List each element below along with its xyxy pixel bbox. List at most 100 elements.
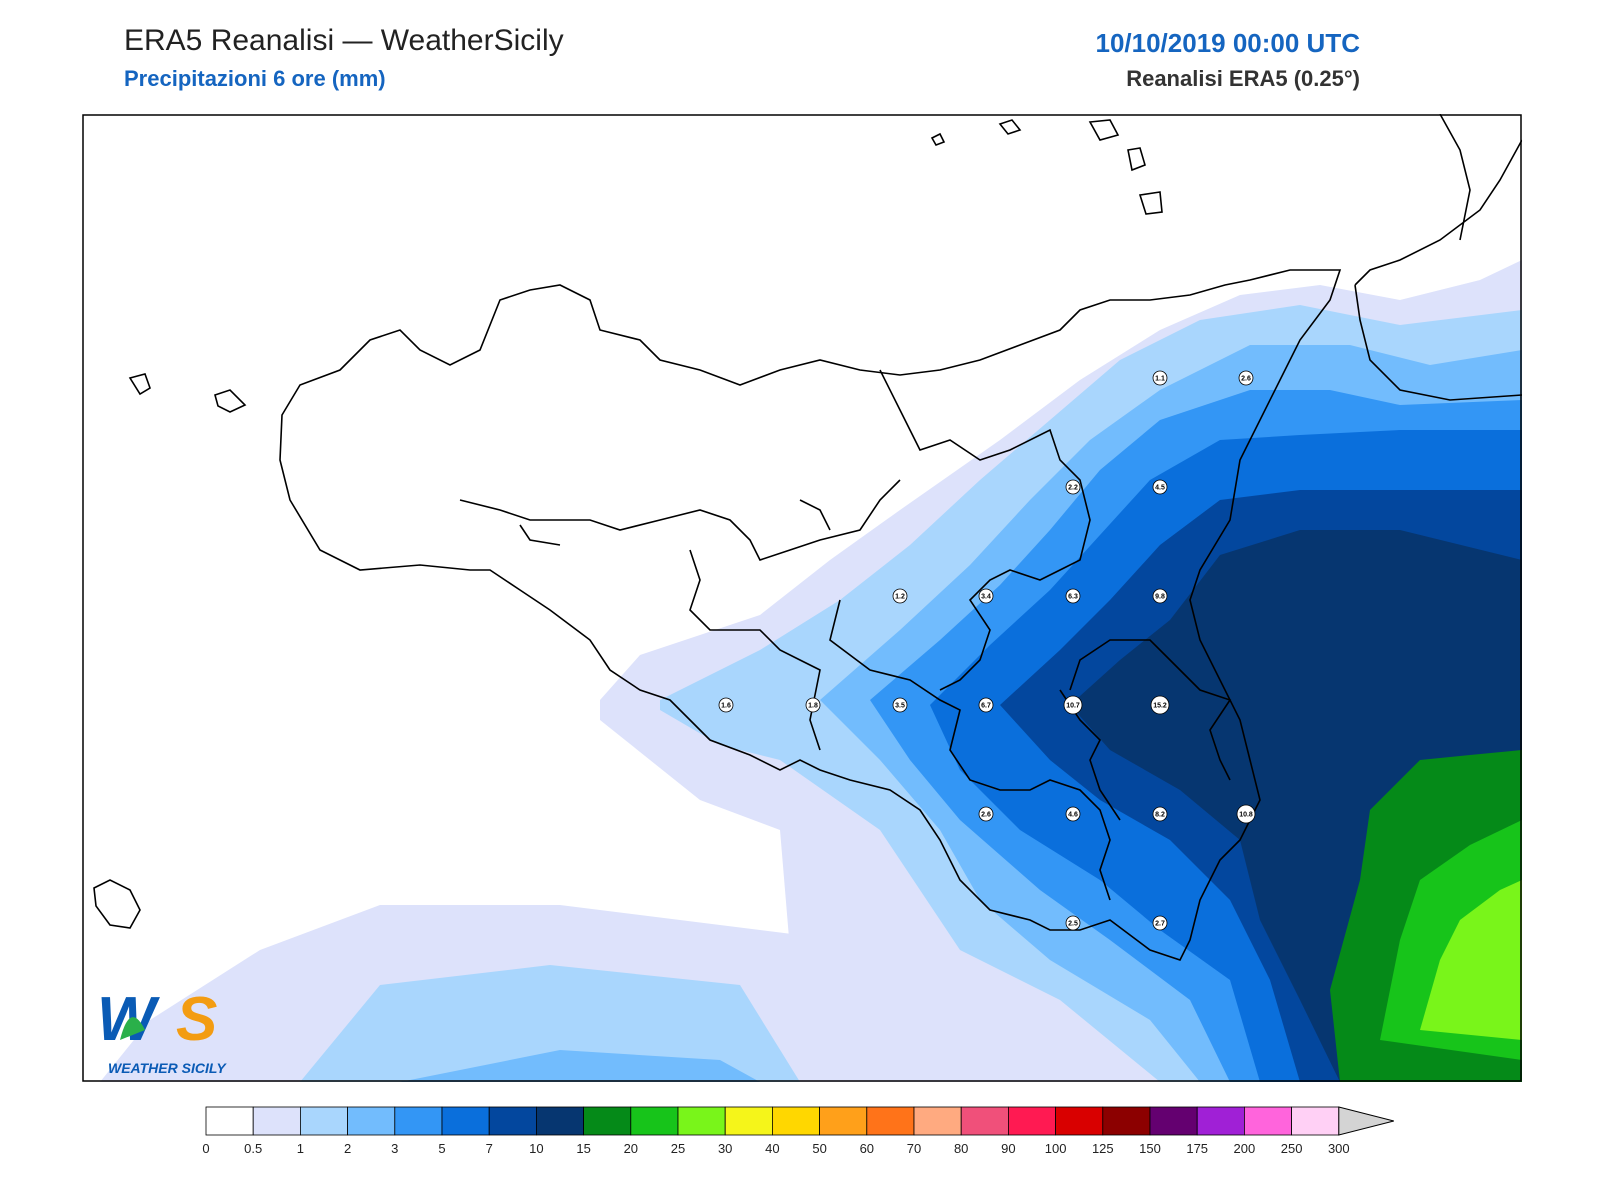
- svg-text:4.6: 4.6: [1068, 812, 1078, 819]
- grid-point-value: 6.3: [1065, 588, 1081, 604]
- legend-swatch: [1008, 1106, 1057, 1136]
- grid-point-value: 3.5: [892, 697, 908, 713]
- grid-point-value: 2.2: [1065, 479, 1081, 495]
- grid-point-value: 1.8: [805, 697, 821, 713]
- grid-point-value: 2.6: [978, 806, 994, 822]
- legend-swatch: [488, 1106, 537, 1136]
- aeolian-1: [998, 119, 1022, 135]
- province-border-1: [879, 369, 1091, 691]
- svg-text:2.6: 2.6: [1241, 376, 1251, 383]
- calabria-coast: [1354, 114, 1522, 401]
- svg-text:15.2: 15.2: [1153, 703, 1167, 710]
- grid-point-value: 4.6: [1065, 806, 1081, 822]
- map-border: [82, 114, 1522, 1082]
- legend-swatch: [960, 1106, 1009, 1136]
- grid-point-value: 8.2: [1152, 806, 1168, 822]
- legend-tick-label: 60: [860, 1141, 874, 1156]
- legend-swatch: [1291, 1106, 1340, 1136]
- grid-point-value: 4.5: [1152, 479, 1168, 495]
- svg-text:2.2: 2.2: [1068, 485, 1078, 492]
- legend-tick-label: 0: [202, 1141, 209, 1156]
- svg-text:3.4: 3.4: [981, 594, 991, 601]
- grid-point-value: 2.7: [1152, 915, 1168, 931]
- grid-point-value: 15.2: [1150, 695, 1170, 715]
- legend-tick-label: 0.5: [244, 1141, 262, 1156]
- pantelleria-island: [93, 879, 141, 929]
- legend-swatch: [1149, 1106, 1198, 1136]
- egadi-island-2: [214, 389, 247, 413]
- grid-point-value: 1.6: [718, 697, 734, 713]
- legend-tick-label: 300: [1328, 1141, 1350, 1156]
- legend-tick-label: 90: [1001, 1141, 1015, 1156]
- legend-swatch: [1244, 1106, 1293, 1136]
- legend-swatch: [1196, 1106, 1245, 1136]
- legend-tick-label: 2: [344, 1141, 351, 1156]
- legend-swatch: [1055, 1106, 1104, 1136]
- legend-swatch: [724, 1106, 773, 1136]
- svg-text:10.8: 10.8: [1239, 812, 1253, 819]
- svg-text:1.8: 1.8: [808, 703, 818, 710]
- legend-tick-label: 1: [297, 1141, 304, 1156]
- svg-text:2.6: 2.6: [981, 812, 991, 819]
- legend-swatch: [299, 1106, 348, 1136]
- svg-text:9.8: 9.8: [1155, 594, 1165, 601]
- legend-tick-label: 150: [1139, 1141, 1161, 1156]
- grid-point-value: 1.1: [1152, 370, 1168, 386]
- legend-swatch: [677, 1106, 726, 1136]
- legend-swatch: [394, 1106, 443, 1136]
- legend-swatch: [252, 1106, 301, 1136]
- ustica-island: [930, 132, 946, 146]
- svg-text:1.6: 1.6: [721, 703, 731, 710]
- legend-tick-label: 50: [812, 1141, 826, 1156]
- sicily-coastline: [279, 269, 1342, 961]
- svg-text:3.5: 3.5: [895, 703, 905, 710]
- legend-swatch: [536, 1106, 585, 1136]
- legend-tick-label: 7: [486, 1141, 493, 1156]
- legend-swatch: [347, 1106, 396, 1136]
- legend-swatch: [1102, 1106, 1151, 1136]
- grid-point-value: 10.8: [1236, 804, 1256, 824]
- model-label: Reanalisi ERA5 (0.25°): [1126, 66, 1360, 91]
- band-25: [1420, 880, 1522, 1040]
- svg-text:S: S: [176, 985, 217, 1054]
- legend-swatch: [819, 1106, 868, 1136]
- grid-point-value: 1.2: [892, 588, 908, 604]
- weather-sicily-logo: W S WEATHER SICILY: [97, 985, 227, 1076]
- legend-tick-label: 3: [391, 1141, 398, 1156]
- grid-point-values: 1.1 2.6 2.2 4.5 1.2 3.4 6.3 9.8 1.6 1.8 3.5 6.7 10.7…: [718, 370, 1256, 931]
- svg-text:1.2: 1.2: [895, 594, 905, 601]
- legend-tick-label: 15: [576, 1141, 590, 1156]
- grid-point-value: 2.6: [1238, 370, 1254, 386]
- legend-tick-label: 200: [1234, 1141, 1256, 1156]
- grid-point-value: 6.7: [978, 697, 994, 713]
- svg-text:6.3: 6.3: [1068, 594, 1078, 601]
- valid-datetime: 10/10/2019 00:00 UTC: [1095, 28, 1360, 58]
- precipitation-map: 1.1 2.6 2.2 4.5 1.2 3.4 6.3 9.8 1.6 1.8 3.5 6.7 10.7…: [82, 114, 1522, 1082]
- logo-leaf-icon: [120, 1017, 145, 1040]
- grid-point-value: 2.5: [1065, 915, 1081, 931]
- aeolian-2: [1088, 119, 1120, 141]
- etna-inner: [519, 499, 831, 546]
- legend-tick-label: 10: [529, 1141, 543, 1156]
- province-border-5: [1069, 639, 1232, 781]
- aeolian-3: [1127, 147, 1146, 172]
- province-border-6: [1059, 689, 1121, 821]
- legend-tick-label: 175: [1186, 1141, 1208, 1156]
- svg-text:4.5: 4.5: [1155, 485, 1165, 492]
- legend-tick-label: 70: [907, 1141, 921, 1156]
- legend-swatch: [630, 1106, 679, 1136]
- svg-text:2.5: 2.5: [1068, 921, 1078, 928]
- province-border-2: [459, 479, 901, 561]
- svg-text:10.7: 10.7: [1066, 703, 1080, 710]
- grid-point-value: 10.7: [1063, 695, 1083, 715]
- legend-tick-label: 250: [1281, 1141, 1303, 1156]
- legend-tick-label: 25: [671, 1141, 685, 1156]
- legend-tick-label: 30: [718, 1141, 732, 1156]
- legend-tick-label: 20: [624, 1141, 638, 1156]
- legend-tick-label: 125: [1092, 1141, 1114, 1156]
- chart-subtitle: Precipitazioni 6 ore (mm): [124, 66, 386, 91]
- grid-point-value: 9.8: [1152, 588, 1168, 604]
- svg-text:2.7: 2.7: [1155, 921, 1165, 928]
- svg-text:W: W: [97, 985, 160, 1054]
- legend-swatch: [583, 1106, 632, 1136]
